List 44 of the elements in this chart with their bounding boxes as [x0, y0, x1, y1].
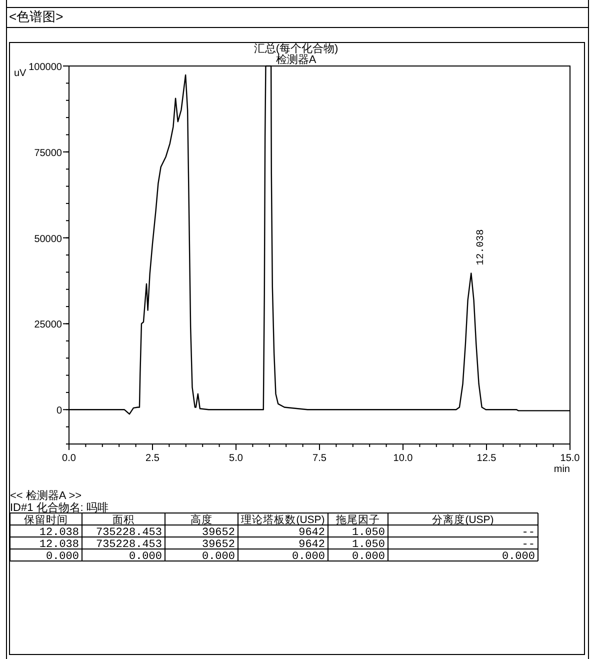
text: 0.000	[292, 551, 325, 563]
text: 1.050	[352, 539, 385, 551]
y-axis-title: uV	[14, 68, 27, 79]
y-tick-label: 25000	[34, 320, 62, 331]
text: 0.000	[46, 551, 79, 563]
y-tick-label: 100000	[28, 62, 62, 73]
text: <色谱图>	[9, 9, 64, 24]
annotation: 12.038	[476, 229, 488, 266]
category-label: 高度	[190, 513, 212, 526]
y-tick-label: 75000	[34, 148, 62, 159]
x-tick-label: 5.0	[229, 453, 244, 464]
text: 0.000	[202, 551, 235, 563]
x-tick-label: 0.0	[62, 453, 76, 464]
x-tick-label: 15.0	[560, 453, 580, 464]
text: 39652	[202, 527, 235, 539]
y-tick-label: 50000	[34, 234, 62, 245]
x-tick-label: 12.5	[476, 453, 497, 464]
text: 12.038	[39, 527, 79, 539]
category-label: 面积	[112, 514, 134, 526]
chart-title: 汇总(每个化合物)	[254, 42, 338, 55]
text: 9642	[298, 527, 325, 539]
y-tick-label: 0	[56, 406, 62, 417]
chart-subtitle: 检测器A	[276, 54, 317, 66]
text: 735228.453	[96, 539, 162, 551]
text: 0.000	[352, 551, 385, 563]
text: 1.050	[352, 527, 385, 539]
text: 0.000	[502, 551, 535, 563]
category-label: 保留时间	[24, 513, 68, 526]
category-label: 理论塔板数(USP)	[241, 513, 325, 526]
text: 12.038	[39, 539, 79, 551]
text: 735228.453	[96, 527, 162, 539]
text: << 检测器A >>	[10, 490, 82, 502]
x-axis-title: min	[554, 464, 570, 475]
text: --	[522, 527, 535, 539]
x-tick-label: 2.5	[146, 453, 160, 464]
category-label: 拖尾因子	[335, 514, 380, 526]
text: 39652	[202, 539, 235, 551]
x-tick-label: 7.5	[312, 453, 327, 464]
x-tick-label: 10.0	[393, 453, 414, 464]
text: 0.000	[128, 551, 162, 563]
text: 9642	[298, 539, 325, 551]
text: ID#1 化合物名: 吗啡	[10, 501, 108, 514]
text: --	[522, 539, 535, 551]
category-label: 分离度(USP)	[432, 513, 494, 526]
